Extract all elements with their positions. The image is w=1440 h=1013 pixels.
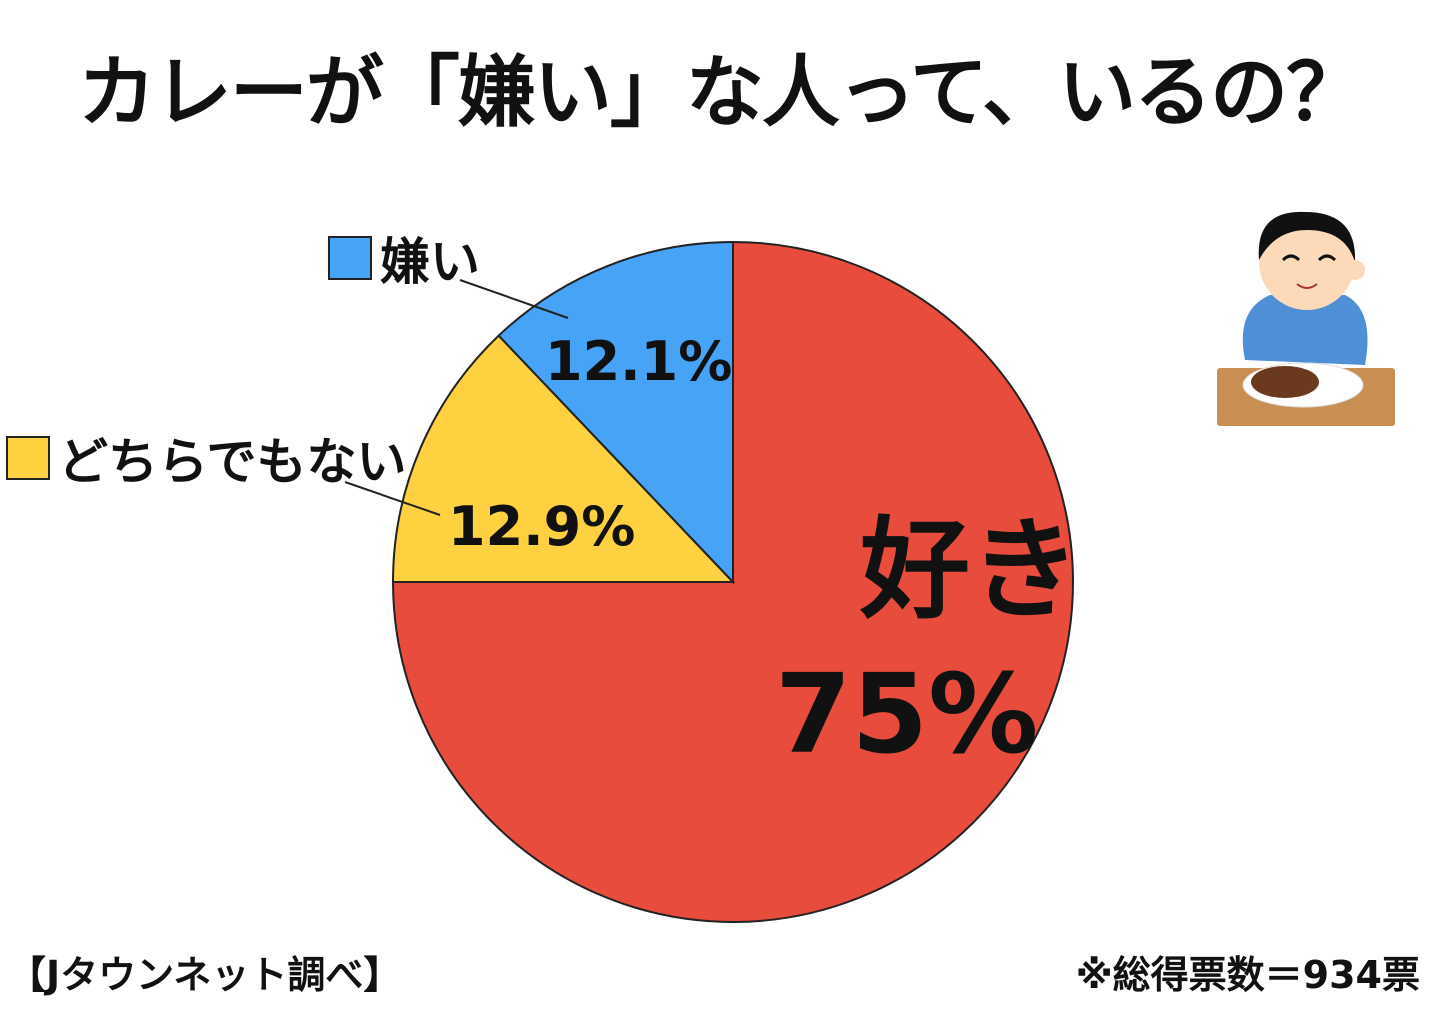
chart-title: カレーが「嫌い」な人って、いるの？ (77, 48, 1364, 138)
boy-eating-curry-icon (1217, 211, 1395, 426)
leader-line-dislike (459, 279, 569, 319)
slice-label-like: 好き (860, 506, 1080, 634)
legend-item-dislike: 嫌い (328, 222, 480, 294)
legend-swatch-neutral (6, 436, 50, 480)
leader-line-neutral (344, 481, 441, 516)
total-votes-note: ※総得票数＝934票 (1075, 953, 1420, 997)
legend-label-dislike: 嫌い (380, 233, 480, 291)
data-label-neutral: 12.9% (448, 495, 636, 558)
data-label-dislike: 12.1% (545, 330, 733, 393)
legend-swatch-dislike (328, 236, 372, 280)
data-label-like: 75% (775, 650, 1039, 778)
source-note: 【Jタウンネット調べ】 (8, 953, 402, 997)
slice-neutral (391, 334, 736, 583)
legend-label-neutral: どちらでもない (58, 433, 407, 491)
slice-dislike (497, 240, 734, 585)
legend-item-neutral: どちらでもない (6, 422, 407, 494)
